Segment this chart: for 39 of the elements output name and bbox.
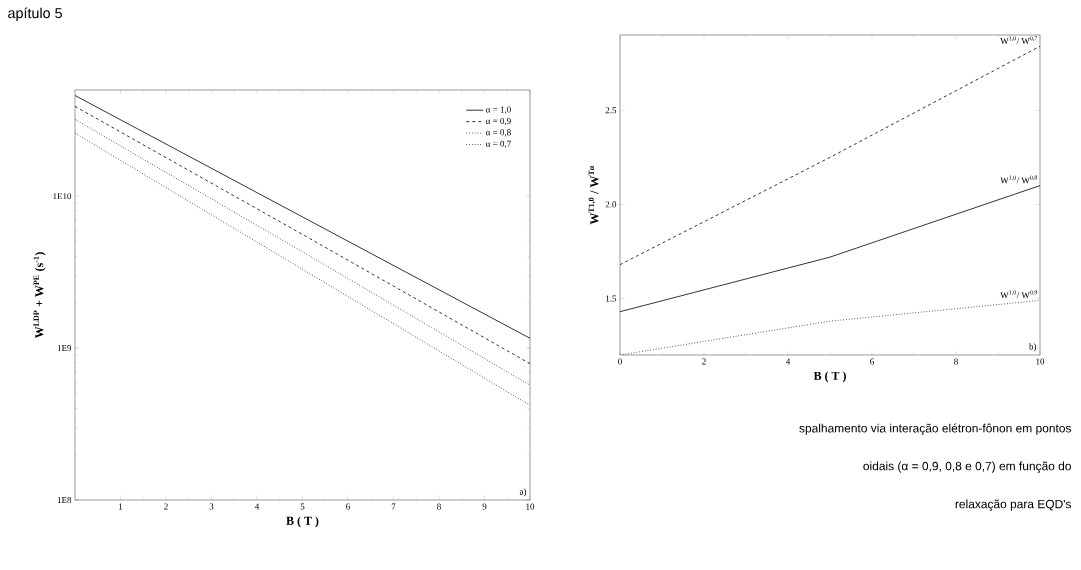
- x-tick-label: 6: [870, 358, 874, 365]
- x-tick-label: 8: [954, 358, 958, 365]
- x-axis-title: B ( T ): [813, 371, 846, 383]
- x-tick-label: 4: [785, 358, 791, 365]
- y-tick-label: 2.5: [605, 107, 617, 114]
- x-tick-label: 2: [164, 503, 168, 510]
- x-tick-label: 6: [346, 503, 350, 510]
- annotation: b): [1029, 343, 1037, 352]
- x-tick-label: 10: [1036, 358, 1045, 365]
- x-tick-label: 1: [119, 503, 123, 510]
- text: oidais (α = 0,9, 0,8 e 0,7) em função do: [863, 461, 1071, 473]
- x-tick-label: 5: [300, 503, 305, 510]
- x-tick-label: 10: [526, 503, 535, 510]
- text: apítulo 5: [8, 7, 62, 22]
- x-tick-label: 0: [618, 358, 622, 365]
- x-tick-label: 9: [482, 503, 487, 510]
- y-axis-title: W$^{LDP}$ + W$^{PE}$ (s$^{-1}$): [33, 252, 46, 339]
- text: spalhamento via interação elétron-fônon em pontos: [799, 423, 1072, 435]
- y-tick-label: 1E9: [57, 345, 72, 352]
- series-label: W$^{1,0}$/ W$^{0,8}$: [1000, 175, 1038, 184]
- y-tick-label: 1.5: [606, 295, 617, 302]
- legend-label: α = 0,9: [486, 117, 511, 126]
- annotation: a): [519, 488, 527, 497]
- series-label: W$^{1,0}$/ W$^{0,7}$: [1000, 36, 1038, 45]
- x-tick-label: 7: [391, 503, 396, 510]
- y-tick-label: 2.0: [605, 201, 617, 208]
- x-tick-label: 2: [702, 358, 706, 365]
- y-axis-title: W$^{T1,0}$ / W$^{Tα}$: [588, 165, 599, 225]
- text: relaxação para EQD's: [955, 499, 1072, 511]
- x-tick-label: 8: [437, 503, 441, 510]
- x-tick-label: 3: [209, 503, 214, 510]
- legend-label: α = 0,8: [486, 129, 511, 137]
- legend-label: α = 0,7: [486, 140, 511, 149]
- legend-label: α = 1,0: [486, 106, 511, 114]
- x-tick-label: 4: [254, 503, 260, 510]
- x-axis-title: B ( T ): [286, 516, 319, 528]
- y-tick-label: 1E8: [57, 496, 72, 504]
- series-label: W$^{1,0}$/ W$^{0,9}$: [1000, 290, 1038, 299]
- y-tick-label: 1E10: [53, 193, 72, 200]
